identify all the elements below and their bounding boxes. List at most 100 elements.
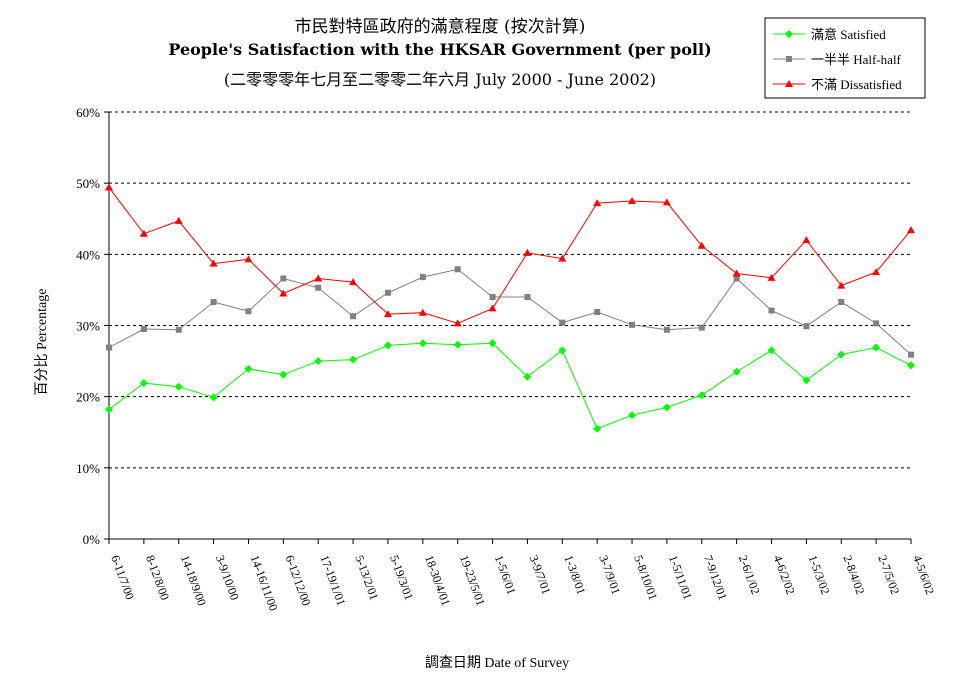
data-point-diamond — [837, 350, 846, 359]
data-point-diamond — [209, 393, 218, 402]
data-point-diamond — [802, 376, 811, 385]
data-point-square — [698, 324, 705, 331]
x-axis-label: 調查日期 Date of Survey — [425, 655, 569, 671]
x-tick-label: 5-13/2/01 — [352, 553, 381, 602]
y-tick-label: 60% — [76, 105, 100, 120]
x-tick-label: 18-30/4/01 — [422, 553, 453, 607]
y-tick-label: 20% — [76, 390, 100, 405]
x-tick-label: 6-12/12/00 — [283, 553, 314, 607]
data-point-triangle — [872, 268, 881, 276]
x-tick-label: 1-3/8/01 — [561, 553, 588, 596]
data-point-triangle — [732, 269, 741, 277]
data-point-diamond — [244, 364, 253, 373]
data-point-square — [733, 275, 740, 282]
data-point-triangle — [105, 183, 113, 191]
data-point-triangle — [523, 248, 532, 256]
data-point-diamond — [523, 372, 532, 381]
x-tick-label: 1-5/11/01 — [666, 553, 695, 601]
data-point-square — [594, 308, 601, 315]
data-point-square — [663, 326, 670, 333]
legend-marker-triangle — [785, 80, 793, 87]
data-point-diamond — [697, 391, 706, 400]
data-point-triangle — [802, 236, 811, 244]
data-point-triangle — [383, 310, 392, 318]
series-line-diamond — [108, 342, 912, 430]
x-tick-label: 14-18/9/00 — [178, 553, 209, 607]
data-point-square — [838, 299, 845, 306]
data-point-square — [524, 294, 531, 301]
y-tick-label: 10% — [76, 461, 100, 476]
data-point-diamond — [418, 339, 427, 348]
data-point-triangle — [418, 308, 427, 316]
data-point-diamond — [593, 424, 602, 433]
data-point-square — [768, 307, 775, 314]
data-point-triangle — [488, 304, 497, 312]
chart-title: 市民對特區政府的滿意程度 (按次計算) — [294, 17, 586, 37]
data-point-triangle — [349, 278, 358, 286]
data-point-triangle — [558, 254, 567, 262]
data-point-diamond — [383, 341, 392, 350]
x-tick-label: 4-6/2/02 — [771, 553, 798, 596]
data-point-square — [384, 289, 391, 296]
legend-entry: 一半半 Half-half — [811, 52, 902, 67]
data-point-triangle — [837, 281, 846, 289]
y-tick-label: 40% — [76, 247, 100, 262]
x-tick-label: 19-23/5/01 — [457, 553, 488, 607]
x-tick-label: 1-5/6/01 — [492, 553, 519, 596]
x-tick-label: 3-9/7/01 — [527, 553, 554, 596]
legend: 滿意 Satisfied 一半半 Half-half 不滿 Dissatisfied — [764, 17, 926, 99]
x-tick-label: 7-9/12/01 — [701, 553, 730, 602]
data-point-diamond — [314, 357, 323, 366]
legend-entry: 滿意 Satisfied — [811, 27, 886, 42]
x-tick-label: 1-5/3/02 — [806, 553, 833, 596]
data-point-triangle — [907, 226, 915, 234]
legend-marker-diamond — [785, 30, 793, 38]
data-point-diamond — [732, 367, 741, 376]
x-tick-label: 2-7/5/02 — [875, 553, 902, 596]
data-point-diamond — [453, 340, 462, 349]
y-tick-label: 30% — [76, 319, 100, 334]
data-point-diamond — [628, 411, 637, 420]
x-tick-label: 6-11/7/00 — [108, 553, 137, 601]
y-tick-label: 0% — [83, 532, 101, 547]
data-point-diamond — [349, 355, 358, 364]
legend-entry: 不滿 Dissatisfied — [811, 77, 902, 92]
x-tick-label: 2-8/4/02 — [840, 553, 867, 596]
data-point-square — [315, 284, 322, 291]
data-point-triangle — [139, 229, 148, 237]
data-point-square — [629, 321, 636, 328]
data-point-square — [350, 313, 357, 320]
data-point-triangle — [174, 216, 183, 224]
x-tick-label: 3-9/10/00 — [213, 553, 242, 602]
data-point-square — [489, 294, 496, 301]
data-point-triangle — [209, 259, 218, 267]
data-point-triangle — [244, 255, 253, 263]
series-line-square — [108, 268, 912, 356]
x-tick-label: 5-19/3/01 — [387, 553, 416, 602]
data-point-square — [873, 320, 880, 327]
data-point-square — [140, 326, 147, 333]
data-point-square — [419, 274, 426, 281]
x-tick-label: 4-5/6/02 — [910, 553, 937, 596]
data-point-square — [175, 326, 182, 333]
data-point-diamond — [105, 405, 113, 414]
chart-subtitle-date-range: (二零零零年七月至二零零二年六月 July 2000 - June 2002) — [223, 70, 657, 89]
data-point-diamond — [907, 361, 915, 370]
data-point-square — [908, 351, 914, 358]
data-point-square — [559, 319, 566, 326]
data-point-triangle — [453, 319, 462, 327]
data-point-triangle — [767, 273, 776, 281]
data-point-square — [280, 275, 287, 282]
x-tick-label: 17-19/1/01 — [317, 553, 348, 607]
x-tick-label: 3-7/9/01 — [596, 553, 623, 596]
data-point-square — [454, 266, 461, 273]
y-tick-label: 50% — [76, 176, 100, 191]
data-point-diamond — [139, 379, 148, 388]
data-point-diamond — [488, 339, 497, 348]
legend-marker-square — [786, 56, 792, 62]
data-point-triangle — [697, 241, 706, 249]
chart-subtitle: People's Satisfaction with the HKSAR Gov… — [168, 40, 712, 59]
data-point-diamond — [174, 382, 183, 391]
data-point-square — [245, 308, 252, 315]
